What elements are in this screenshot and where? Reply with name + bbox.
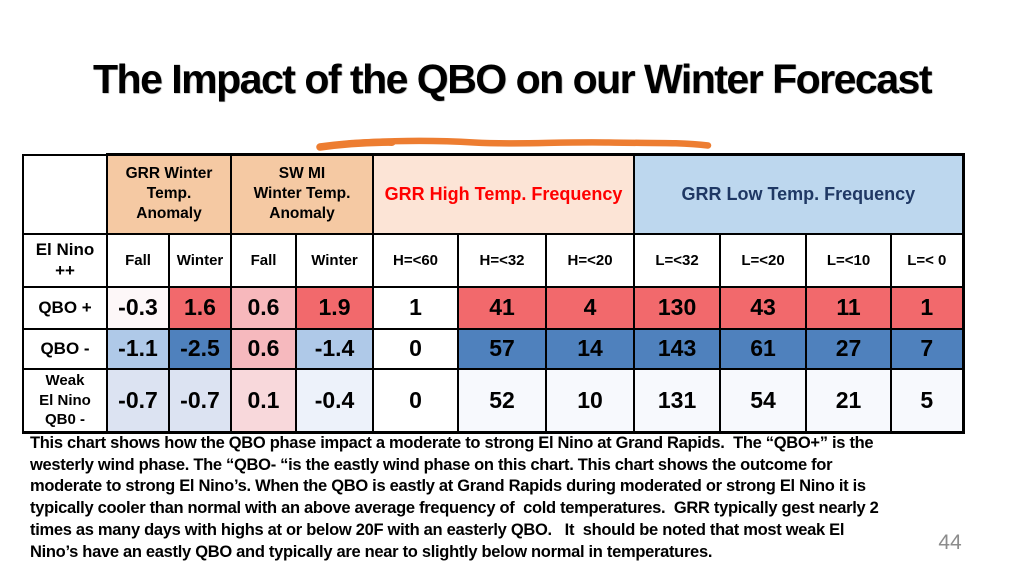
- data-cell: 52: [457, 367, 548, 434]
- column-header-h60: H=<60: [372, 232, 460, 288]
- data-cell: 1: [890, 285, 965, 330]
- data-cell: 54: [719, 367, 808, 434]
- data-cell: -1.1: [106, 327, 170, 370]
- data-cell: 131: [633, 367, 722, 434]
- data-cell: 41: [457, 285, 548, 330]
- slide-title: The Impact of the QBO on our Winter Fore…: [93, 56, 932, 102]
- row-label-weak-el-nino: Weak El Nino QB0 -: [22, 367, 108, 434]
- description-line: Nino’s have an eastly QBO and typically …: [30, 542, 713, 561]
- description-line: typically cooler than normal with an abo…: [30, 499, 879, 518]
- data-cell: 10: [545, 367, 636, 434]
- data-cell: 61: [719, 327, 808, 370]
- data-cell: 21: [805, 367, 893, 434]
- data-cell: 0: [372, 367, 460, 434]
- data-cell: -1.4: [294, 327, 375, 370]
- data-cell: 0: [372, 327, 460, 370]
- corner-blank: [22, 153, 108, 235]
- column-header-l32: L=<32: [633, 232, 722, 288]
- data-cell: 57: [457, 327, 548, 370]
- column-header-h32: H=<32: [457, 232, 548, 288]
- data-cell: -0.7: [106, 367, 170, 434]
- description-line: times as many days with highs at or belo…: [30, 520, 845, 539]
- data-cell: 143: [633, 327, 722, 370]
- data-cell: 27: [805, 327, 893, 370]
- data-cell: 130: [633, 285, 722, 330]
- column-header-l0: L=< 0: [890, 232, 965, 288]
- group-header-grr-anomaly: GRR Winter Temp. Anomaly: [106, 153, 232, 235]
- column-header-fall-grr: Fall: [106, 232, 170, 288]
- data-cell: -2.5: [168, 327, 232, 370]
- data-cell: 14: [545, 327, 636, 370]
- data-cell: -0.4: [294, 367, 375, 434]
- page-number: 44: [938, 531, 962, 554]
- column-header-winter-grr: Winter: [168, 232, 232, 288]
- row-label-el-nino: El Nino ++: [22, 232, 108, 288]
- group-header-low-temp-frequency: GRR Low Temp. Frequency: [633, 153, 965, 235]
- orange-marker-underline: [316, 137, 712, 151]
- data-cell: 0.6: [230, 327, 297, 370]
- row-label-qbo-plus: QBO +: [22, 285, 108, 330]
- description-line: This chart shows how the QBO phase impac…: [30, 434, 874, 452]
- table-row-qbo-plus: QBO + -0.3 1.6 0.6 1.9 1 41 4 130 43 11 …: [22, 285, 965, 330]
- data-cell: 43: [719, 285, 808, 330]
- table-row-weak-el-nino: Weak El Nino QB0 - -0.7 -0.7 0.1 -0.4 0 …: [22, 367, 965, 434]
- data-cell: 4: [545, 285, 636, 330]
- qbo-table: GRR Winter Temp. Anomaly SW MI Winter Te…: [22, 153, 965, 434]
- data-cell: -0.3: [106, 285, 170, 330]
- data-cell: -0.7: [168, 367, 232, 434]
- data-cell: 7: [890, 327, 965, 370]
- data-cell: 1.6: [168, 285, 232, 330]
- data-cell: 5: [890, 367, 965, 434]
- column-header-h20: H=<20: [545, 232, 636, 288]
- column-header-l10: L=<10: [805, 232, 893, 288]
- description-line: westerly wind phase. The “QBO- “is the e…: [30, 455, 833, 474]
- group-header-swmi-anomaly: SW MI Winter Temp. Anomaly: [229, 153, 375, 235]
- data-cell: 11: [805, 285, 893, 330]
- column-header-fall-swmi: Fall: [230, 232, 297, 288]
- description-text: This chart shows how the QBO phase impac…: [30, 433, 1015, 563]
- marker-stroke-accent: [316, 138, 396, 151]
- data-cell: 1: [372, 285, 460, 330]
- description-line: moderate to strong El Nino’s. When the Q…: [30, 477, 866, 496]
- group-header-high-temp-frequency: GRR High Temp. Frequency: [372, 153, 636, 235]
- data-cell: 0.1: [230, 367, 297, 434]
- column-header-winter-swmi: Winter: [294, 232, 375, 288]
- table-row-qbo-minus: QBO - -1.1 -2.5 0.6 -1.4 0 57 14 143 61 …: [22, 327, 965, 370]
- data-cell: 1.9: [294, 285, 375, 330]
- row-label-qbo-minus: QBO -: [22, 327, 108, 370]
- column-header-l20: L=<20: [719, 232, 808, 288]
- data-cell: 0.6: [230, 285, 297, 330]
